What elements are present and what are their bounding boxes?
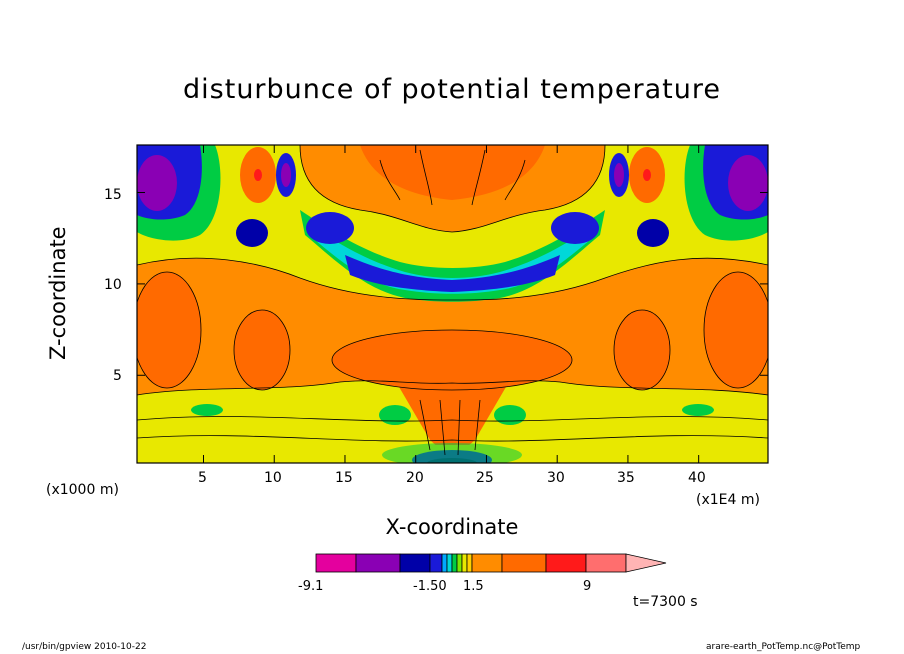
lower-green-left: [191, 404, 223, 416]
right-mid-purple: [614, 163, 624, 187]
right-corner-purple: [728, 155, 768, 211]
right-mid-orange: [614, 310, 670, 390]
colorbar-swatch: [545, 553, 587, 573]
orange-band: [137, 258, 768, 395]
colorbar-swatch: [585, 553, 627, 573]
y-tick-label: 15: [104, 187, 122, 203]
footer-right: arare-earth_PotTemp.nc@PotTemp: [706, 642, 861, 652]
chart-title: disturbunce of potential temperature: [183, 74, 721, 105]
left-mid-purple: [281, 163, 291, 187]
left-mid-orange: [234, 310, 290, 390]
x-unit-right: (x1E4 m): [696, 492, 760, 508]
x-tick-label: 25: [476, 470, 494, 486]
x-tick-label: 20: [406, 470, 424, 486]
colorbar-swatch: [471, 553, 503, 573]
colorbar-swatch: [399, 553, 431, 573]
colorbar: [315, 553, 667, 573]
colorbar-swatch: [466, 553, 473, 573]
footer-left: /usr/bin/gpview 2010-10-22: [22, 642, 147, 652]
x-tick-label: 15: [335, 470, 353, 486]
lower-green-right: [682, 404, 714, 416]
left-corner-purple: [137, 155, 177, 211]
left-navy-lobe: [236, 219, 268, 247]
right-orange-core: [704, 272, 768, 388]
colorbar-swatch: [429, 553, 443, 573]
lower-green-center-right: [494, 405, 526, 425]
y-tick-label: 10: [104, 277, 122, 293]
colorbar-swatch: [451, 553, 458, 573]
right-blue-lobe: [551, 212, 599, 244]
colorbar-tick-label: 9: [583, 579, 592, 594]
colorbar-swatch: [456, 553, 463, 573]
y-axis-label: Z-coordinate: [46, 226, 70, 360]
contour-field: [137, 145, 768, 463]
center-orange: [332, 330, 572, 390]
x-tick-label: 40: [688, 470, 706, 486]
x-tick-label: 10: [264, 470, 282, 486]
colorbar-tick-label: -1.50: [413, 579, 447, 594]
left-blue-lobe: [306, 212, 354, 244]
left-red-dot: [254, 169, 262, 181]
contour-lines: [137, 145, 768, 456]
x-tick-label: 30: [547, 470, 565, 486]
lower-green-center-left: [379, 405, 411, 425]
colorbar-swatch: [501, 553, 547, 573]
colorbar-swatch: [446, 553, 453, 573]
x-axis-label: X-coordinate: [385, 515, 519, 539]
bottom-green: [382, 443, 522, 463]
y-tick-label: 5: [113, 368, 122, 384]
colorbar-swatch: [441, 553, 448, 573]
plot-frame: [136, 144, 769, 464]
right-navy-lobe: [637, 219, 669, 247]
x-tick-label: 5: [198, 470, 207, 486]
colorbar-swatch: [355, 553, 401, 573]
blue-band: [345, 255, 560, 292]
x-unit-left: (x1000 m): [46, 482, 119, 498]
upper-orange-core: [360, 145, 545, 200]
colorbar-tick-label: -9.1: [298, 579, 324, 594]
left-orange-core: [137, 272, 201, 388]
right-red-dot: [643, 169, 651, 181]
colorbar-tick-label: 1.5: [463, 579, 484, 594]
axis-ticks: [137, 145, 768, 463]
colorbar-swatch: [461, 553, 468, 573]
time-annotation: t=7300 s: [633, 594, 698, 610]
x-tick-label: 35: [617, 470, 635, 486]
colorbar-swatch: [315, 553, 357, 573]
colorbar-arrow: [625, 553, 667, 573]
